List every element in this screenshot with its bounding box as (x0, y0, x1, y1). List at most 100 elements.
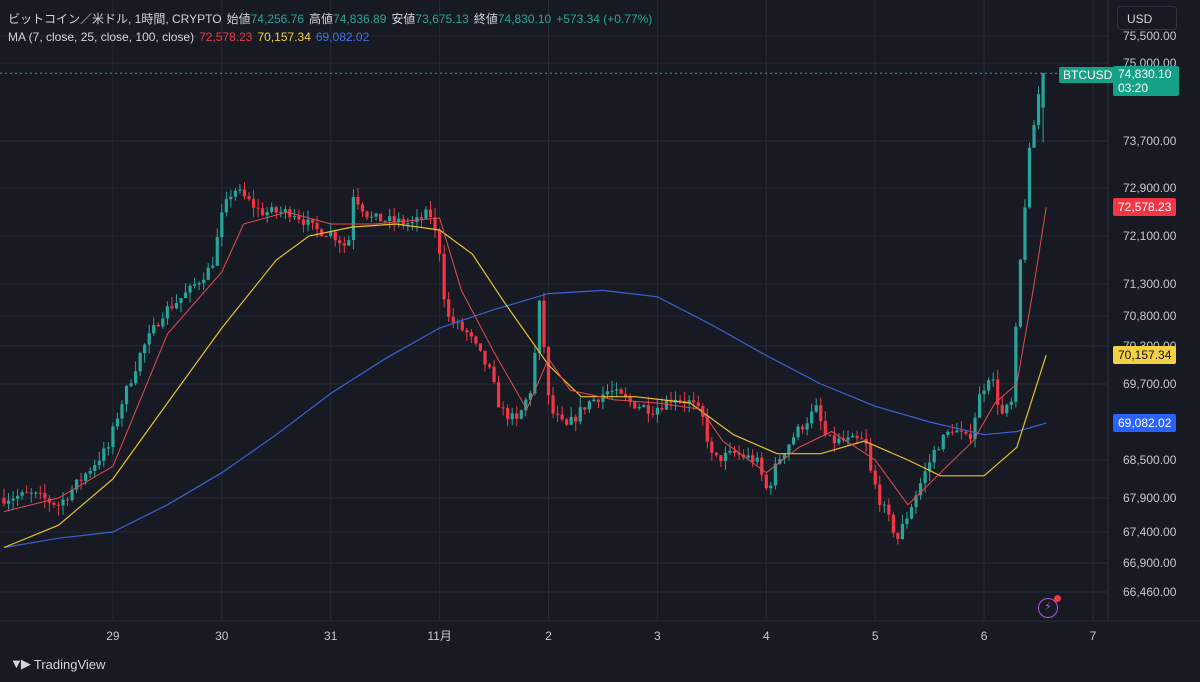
lightning-icon[interactable]: ⚡ (1038, 595, 1061, 618)
symbol-tag: BTCUSD (1059, 67, 1117, 83)
ohlc-row: ビットコイン／米ドル, 1時間, CRYPTO 始値74,256.76 高値74… (8, 10, 652, 28)
candle-body (106, 447, 110, 449)
candle-body (351, 196, 355, 241)
time-tick-label: 3 (654, 629, 661, 643)
candle-body (383, 221, 387, 223)
ma100-price-tag: 69,082.02 (1113, 414, 1177, 433)
candle-body (56, 504, 61, 506)
candle-body (360, 204, 365, 212)
candle-body (147, 333, 151, 345)
candle-body (546, 347, 551, 396)
price-tick-label: 67,900.00 (1123, 491, 1177, 505)
candle-body (950, 431, 954, 433)
candle-body (342, 243, 346, 246)
price-tick-label: 66,460.00 (1123, 585, 1177, 599)
candle-body (996, 379, 1000, 405)
candle-body (283, 209, 287, 212)
candle-body (628, 397, 632, 402)
time-tick-label: 29 (106, 629, 120, 643)
candle-body (306, 219, 310, 225)
price-tick-label: 69,700.00 (1123, 377, 1177, 391)
ma7-line (3, 207, 1047, 513)
candle-body (710, 441, 714, 453)
candle-body (810, 411, 814, 424)
candle-body (551, 395, 555, 414)
candle-body (619, 389, 623, 394)
candle-body (156, 324, 160, 327)
candle-body (819, 405, 823, 422)
candle-body (624, 393, 628, 398)
price-tick-label: 75,500.00 (1123, 29, 1177, 43)
candle-body (801, 426, 805, 430)
candle-body (465, 330, 469, 333)
time-tick-label: 2 (545, 629, 552, 643)
candle-body (533, 352, 537, 394)
time-tick-label: 7 (1090, 629, 1097, 643)
candle-body (496, 382, 501, 408)
candle-body (170, 306, 174, 309)
candle-body (75, 479, 79, 490)
high-value: 74,836.89 (333, 12, 387, 26)
candle-body (65, 499, 70, 501)
candle-body (61, 499, 65, 506)
candle-body (859, 438, 864, 440)
ma-row[interactable]: MA (7, close, 25, close, 100, close) 72,… (8, 28, 652, 46)
candle-body (188, 285, 192, 293)
candle-body (878, 484, 882, 505)
candle-body (560, 414, 564, 420)
candle-body (914, 495, 918, 508)
time-axis: 29 30 31 11月 2 3 4 5 6 7 (106, 629, 1096, 643)
candle-body (850, 435, 855, 438)
candle-body (424, 209, 428, 219)
candle-body (242, 189, 247, 197)
candle-body (937, 449, 941, 451)
candle-body (70, 489, 74, 501)
candle-body (660, 407, 664, 410)
candle-body (687, 400, 691, 404)
currency-button[interactable]: USD (1117, 6, 1177, 30)
ma7-price-tag: 72,578.23 (1113, 198, 1177, 217)
candle-body (115, 418, 120, 427)
candle-body (29, 492, 33, 494)
price-tick-label: 73,700.00 (1123, 134, 1177, 148)
candle-body (728, 450, 732, 453)
candle-body (478, 343, 483, 351)
candle-body (918, 483, 923, 496)
candle-body (460, 321, 464, 331)
candle-body (596, 399, 601, 402)
candle-body (751, 455, 755, 462)
candle-body (732, 450, 737, 453)
candle-body (1009, 401, 1013, 405)
candle-body (651, 413, 655, 415)
candle-body (773, 463, 777, 486)
candle-body (161, 318, 165, 327)
candle-body (369, 216, 374, 218)
candle-body (102, 448, 106, 461)
ma25-value: 70,157.34 (257, 30, 311, 44)
candle-body (714, 452, 718, 456)
candle-body (238, 189, 242, 191)
time-tick-label: 4 (763, 629, 770, 643)
low-value: 73,675.13 (415, 12, 469, 26)
time-tick-label: 30 (215, 629, 229, 643)
candle-body (447, 299, 451, 317)
price-tick-label: 72,100.00 (1123, 229, 1177, 243)
candle-body (270, 207, 274, 213)
candle-body (347, 240, 351, 246)
candle-body (873, 470, 877, 485)
candle-body (487, 364, 492, 367)
candle-body (968, 433, 973, 439)
candle-body (900, 524, 905, 539)
last-price-value: 74,830.10 (1118, 67, 1172, 81)
candle-body (1041, 73, 1045, 108)
candle-body (52, 502, 56, 505)
candle-body (333, 231, 337, 241)
tradingview-logo[interactable]: ▼▶ TradingView (10, 656, 105, 672)
high-label: 高値 (309, 12, 334, 26)
bar-countdown: 03:20 (1118, 81, 1149, 95)
candle-body (2, 498, 6, 504)
candle-body (601, 394, 605, 402)
candle-body (1023, 207, 1027, 260)
candle-body (133, 371, 138, 384)
